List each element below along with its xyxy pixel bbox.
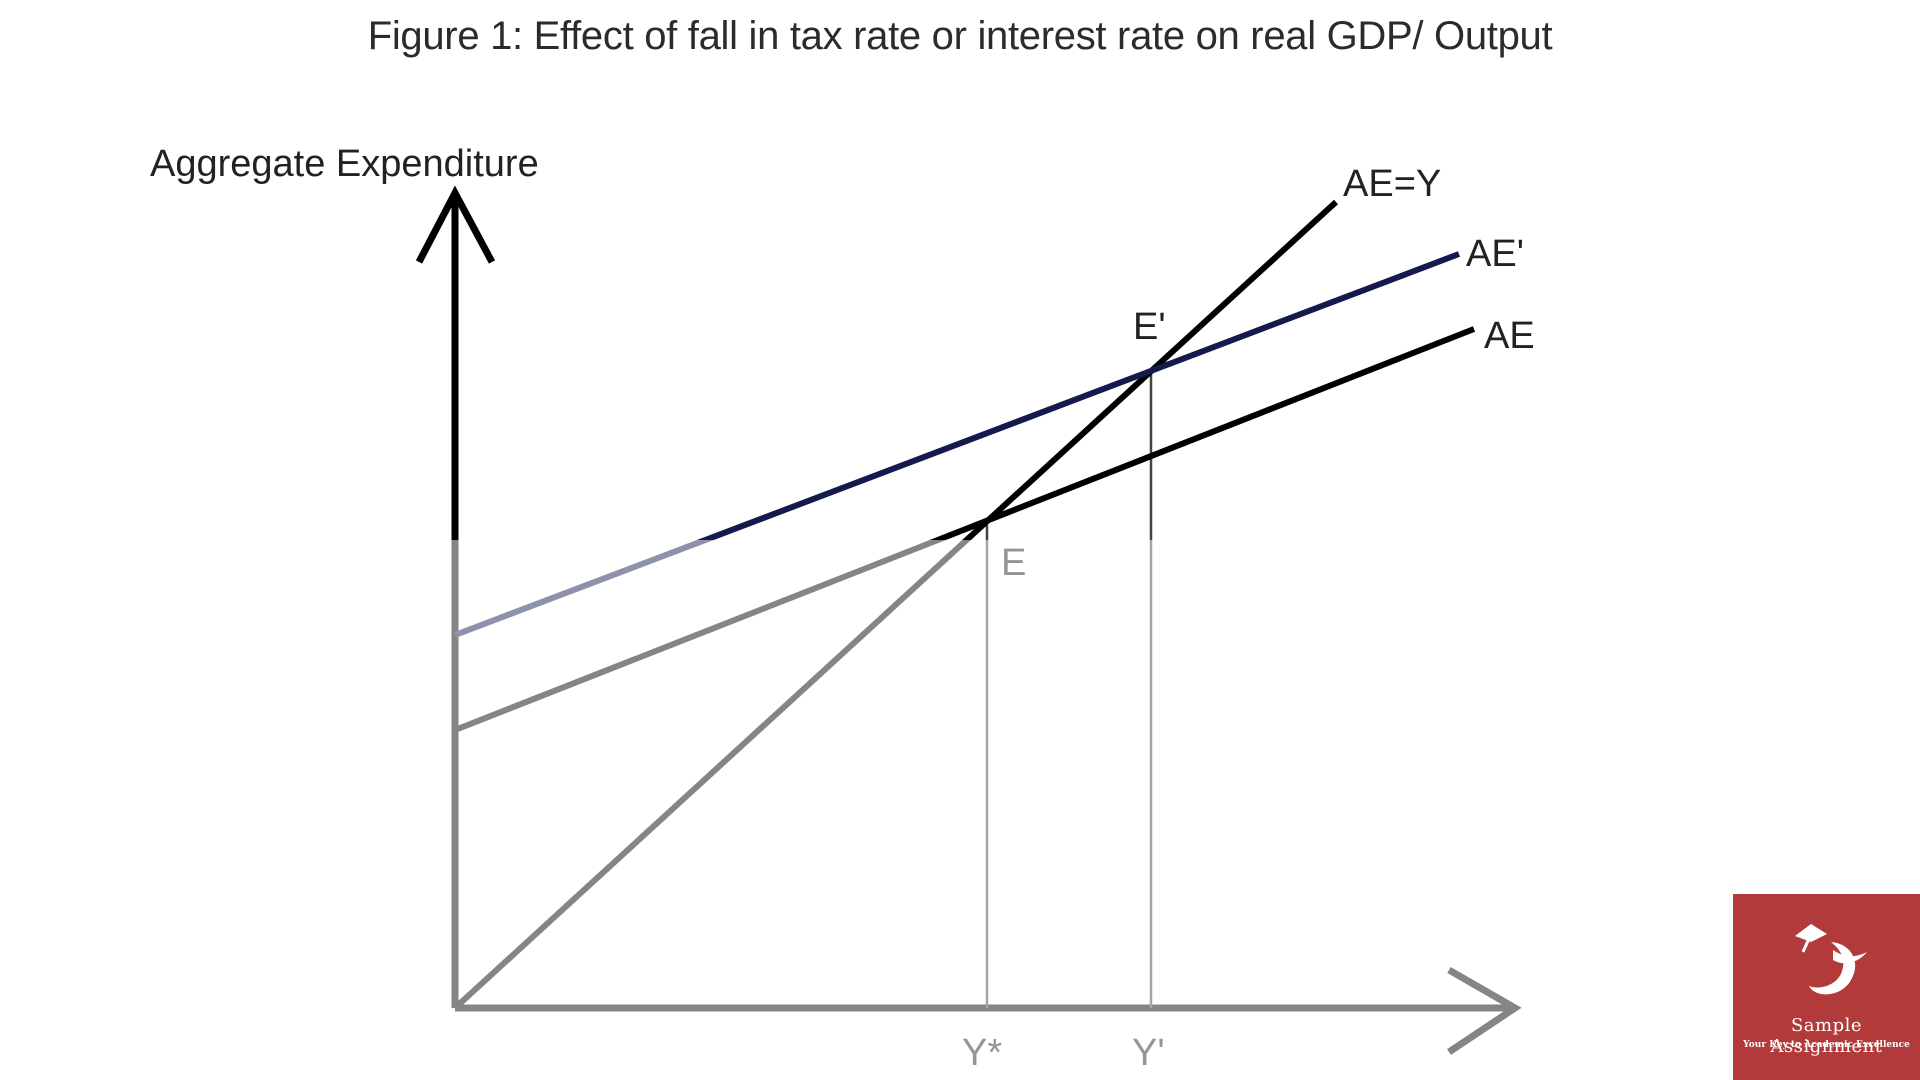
x-tick-label-y-star: Y* bbox=[962, 1032, 1002, 1074]
logo-tagline: Your Key to Academic Excellence bbox=[1743, 1040, 1910, 1050]
line-label-ae: AE bbox=[1484, 315, 1535, 357]
line-label-ae-prime: AE' bbox=[1466, 233, 1524, 275]
figure-title: Figure 1: Effect of fall in tax rate or … bbox=[367, 14, 1553, 58]
point-label-e: E bbox=[1001, 542, 1026, 584]
ae-line bbox=[453, 326, 1476, 733]
logo-brand-name: Sample Assignment bbox=[1770, 1015, 1883, 1057]
y-axis-label: Aggregate Expenditure bbox=[150, 143, 539, 185]
x-tick-label-y-prime: Y' bbox=[1132, 1032, 1165, 1074]
brand-logo: Sample Assignment Your Key to Academic E… bbox=[1733, 894, 1920, 1080]
graduate-figure-icon bbox=[1795, 924, 1867, 995]
ae-y-line bbox=[452, 199, 1339, 1011]
point-label-e-prime: E' bbox=[1133, 306, 1166, 348]
line-label-ae-y: AE=Y bbox=[1343, 163, 1441, 205]
ae-prime-line bbox=[453, 251, 1461, 638]
y-axis-arrowhead bbox=[415, 185, 496, 264]
